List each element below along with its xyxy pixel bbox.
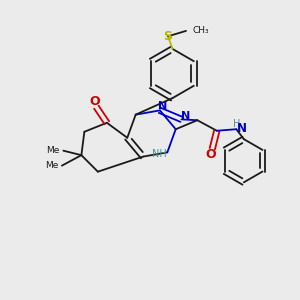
Text: O: O bbox=[206, 148, 216, 161]
Text: N: N bbox=[181, 111, 190, 121]
Text: N: N bbox=[237, 122, 247, 135]
Text: NH: NH bbox=[152, 149, 166, 159]
Text: Me: Me bbox=[45, 161, 58, 170]
Text: H: H bbox=[233, 119, 241, 129]
Text: N: N bbox=[158, 101, 167, 111]
Text: Me: Me bbox=[46, 146, 60, 155]
Text: CH₃: CH₃ bbox=[193, 26, 209, 35]
Text: O: O bbox=[90, 95, 100, 108]
Text: S: S bbox=[163, 30, 172, 43]
